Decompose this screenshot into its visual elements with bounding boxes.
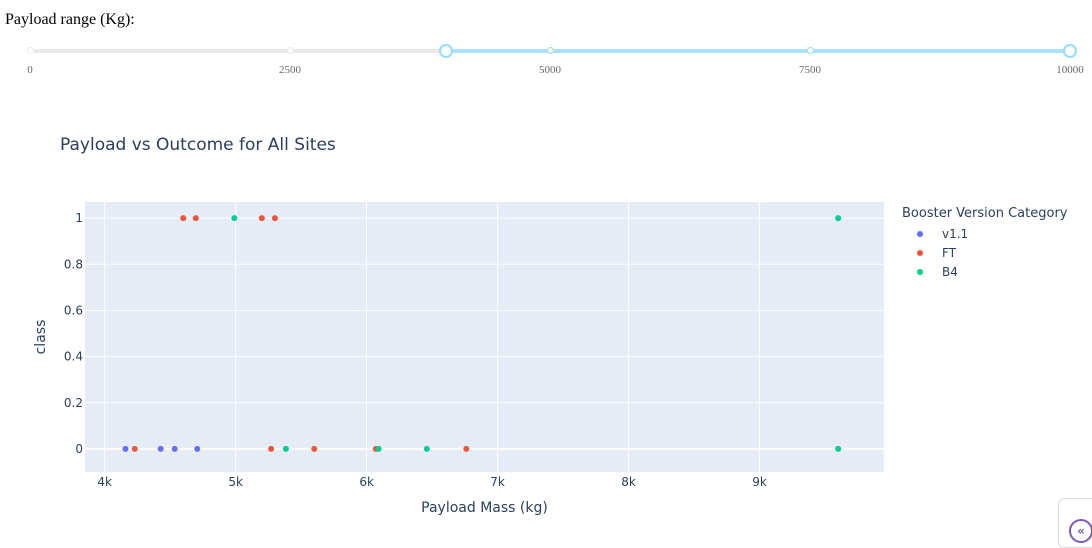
data-point <box>835 445 842 452</box>
data-point <box>423 445 430 452</box>
legend-item-b4[interactable]: B4 <box>915 263 958 281</box>
legend-title: Booster Version Category <box>902 206 1068 221</box>
y-tick-label: 0.4 <box>64 350 83 364</box>
y-tick-label: 0.8 <box>64 257 83 271</box>
slider-dot[interactable] <box>286 47 294 54</box>
legend-swatch <box>917 250 923 256</box>
data-point <box>375 445 382 452</box>
slider-handle-high[interactable] <box>1063 44 1077 58</box>
data-point <box>171 445 178 452</box>
data-point <box>463 445 470 452</box>
legend-item-v1-1[interactable]: v1.1 <box>915 225 968 243</box>
data-point <box>192 215 199 222</box>
x-tick-label: 9k <box>752 475 767 489</box>
x-axis-title: Payload Mass (kg) <box>421 500 548 516</box>
plot-area <box>85 202 884 472</box>
slider-dot[interactable] <box>806 47 814 54</box>
data-point <box>157 445 164 452</box>
x-tick-label: 7k <box>490 475 505 489</box>
legend-item-ft[interactable]: FT <box>915 244 956 262</box>
payload-range-label: Payload range (Kg): <box>5 11 135 28</box>
slider-mark-0: 0 <box>27 64 33 76</box>
x-tick-label: 4k <box>97 475 112 489</box>
y-tick-label: 0 <box>75 442 83 456</box>
y-tick-label: 0.6 <box>64 303 83 317</box>
x-tick-label: 8k <box>621 475 636 489</box>
data-point <box>282 445 289 452</box>
slider-mark-7500: 7500 <box>799 64 821 76</box>
slider-track <box>446 49 1070 53</box>
data-point <box>271 215 278 222</box>
data-point <box>258 215 265 222</box>
data-point <box>835 215 842 222</box>
data-point <box>131 445 138 452</box>
payload-range-slider[interactable]: 0 2500 5000 7500 10000 <box>0 36 1092 86</box>
data-point <box>180 215 187 222</box>
collapse-panel-button[interactable]: « <box>1058 498 1092 548</box>
legend-swatch <box>917 231 923 237</box>
data-point <box>311 445 318 452</box>
data-point <box>231 215 238 222</box>
double-chevron-left-icon: « <box>1069 519 1092 543</box>
slider-dot[interactable] <box>26 47 34 54</box>
y-axis-title: class <box>33 320 49 355</box>
legend-label: B4 <box>942 265 958 279</box>
data-point <box>122 445 129 452</box>
legend-label: v1.1 <box>942 227 969 241</box>
legend-label: FT <box>942 246 957 260</box>
data-point <box>194 445 201 452</box>
slider-mark-10000: 10000 <box>1056 64 1084 76</box>
y-tick-label: 0.2 <box>64 396 83 410</box>
slider-mark-5000: 5000 <box>539 64 561 76</box>
slider-handle-low[interactable] <box>439 44 453 58</box>
chart-title: Payload vs Outcome for All Sites <box>60 135 336 155</box>
slider-dot[interactable] <box>546 47 554 54</box>
x-tick-label: 6k <box>359 475 374 489</box>
y-tick-label: 1 <box>75 211 83 225</box>
legend-swatch <box>917 269 923 275</box>
data-point <box>268 445 275 452</box>
x-tick-label: 5k <box>228 475 243 489</box>
slider-mark-2500: 2500 <box>279 64 301 76</box>
